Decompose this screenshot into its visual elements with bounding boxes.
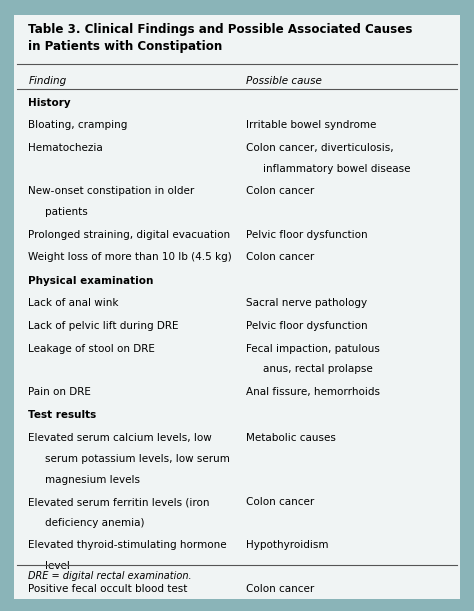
Text: Bloating, cramping: Bloating, cramping [28,120,128,131]
Text: Leakage of stool on DRE: Leakage of stool on DRE [28,343,155,354]
Text: Prolonged straining, digital evacuation: Prolonged straining, digital evacuation [28,230,230,240]
Text: patients: patients [45,207,88,218]
Text: Irritable bowel syndrome: Irritable bowel syndrome [246,120,377,131]
Text: serum potassium levels, low serum: serum potassium levels, low serum [45,454,230,464]
Text: New-onset constipation in older: New-onset constipation in older [28,186,195,197]
Text: History: History [28,98,71,108]
Text: Colon cancer: Colon cancer [246,584,315,594]
Text: Positive fecal occult blood test: Positive fecal occult blood test [28,584,188,594]
Text: Colon cancer: Colon cancer [246,186,315,197]
Text: Lack of pelvic lift during DRE: Lack of pelvic lift during DRE [28,321,179,331]
Text: Weight loss of more than 10 lb (4.5 kg): Weight loss of more than 10 lb (4.5 kg) [28,252,232,263]
Text: Anal fissure, hemorrhoids: Anal fissure, hemorrhoids [246,387,381,397]
Text: Lack of anal wink: Lack of anal wink [28,298,119,309]
Text: Possible cause: Possible cause [246,76,322,86]
Text: Pain on DRE: Pain on DRE [28,387,91,397]
Text: Fecal impaction, patulous: Fecal impaction, patulous [246,343,380,354]
Text: Pelvic floor dysfunction: Pelvic floor dysfunction [246,230,368,240]
Text: Elevated thyroid-stimulating hormone: Elevated thyroid-stimulating hormone [28,541,227,551]
Text: Metabolic causes: Metabolic causes [246,433,337,443]
Text: level: level [45,562,70,571]
Text: Hematochezia: Hematochezia [28,143,103,153]
Text: DRE = digital rectal examination.: DRE = digital rectal examination. [28,571,192,581]
Text: anus, rectal prolapse: anus, rectal prolapse [263,364,373,375]
Text: Test results: Test results [28,411,97,420]
Text: deficiency anemia): deficiency anemia) [45,518,145,528]
Text: Sacral nerve pathology: Sacral nerve pathology [246,298,368,309]
Text: Hypothyroidism: Hypothyroidism [246,541,329,551]
FancyBboxPatch shape [14,15,460,599]
Text: Elevated serum ferritin levels (iron: Elevated serum ferritin levels (iron [28,497,210,507]
Text: Finding: Finding [28,76,67,86]
Text: Elevated serum calcium levels, low: Elevated serum calcium levels, low [28,433,212,443]
Text: Physical examination: Physical examination [28,276,154,286]
Text: Table 3. Clinical Findings and Possible Associated Causes
in Patients with Const: Table 3. Clinical Findings and Possible … [28,23,413,53]
Text: inflammatory bowel disease: inflammatory bowel disease [263,164,410,174]
Text: Pelvic floor dysfunction: Pelvic floor dysfunction [246,321,368,331]
Text: magnesium levels: magnesium levels [45,475,140,485]
Text: Colon cancer: Colon cancer [246,497,315,507]
Text: Colon cancer, diverticulosis,: Colon cancer, diverticulosis, [246,143,394,153]
Text: Colon cancer: Colon cancer [246,252,315,263]
